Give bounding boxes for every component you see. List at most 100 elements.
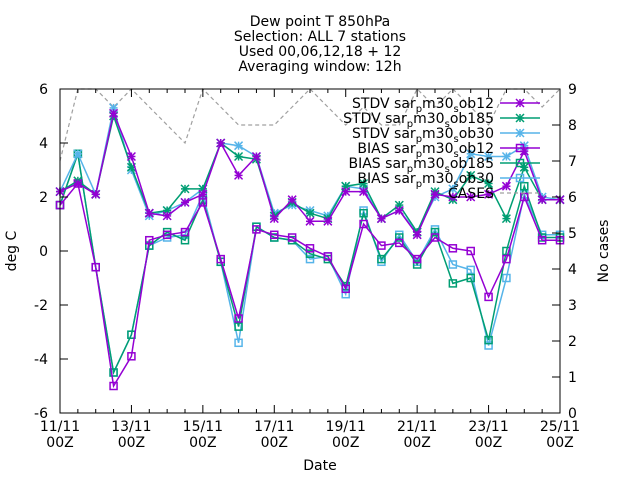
data-point [412,260,422,269]
title-line: Averaging window: 12h [238,59,401,75]
data-point [198,189,208,199]
y2-tick-label: 1 [568,370,577,386]
legend-label-part: BIAS sar [357,171,416,187]
data-point [484,178,494,189]
legend-label-part: p [416,104,422,115]
legend-entry: BIAS sarpm30sob30 [357,171,540,190]
data-point [91,262,100,272]
legend-label-part: ob185 [450,156,494,172]
legend-label: BIAS sarpm30sob12 [357,141,494,160]
data-point [484,292,493,302]
legend-entry: STDV sarpm30sob12 [352,96,540,115]
data-point [180,227,190,237]
data-point [395,238,404,248]
legend-label-part: p [416,134,422,145]
legend-entry: STDV sarpm30sob30 [352,126,540,145]
data-point [162,230,172,240]
y-tick-label: 6 [39,82,48,98]
data-point [502,254,511,264]
data-point [252,225,261,234]
data-point [109,368,118,377]
data-point [162,211,172,221]
data-point [91,189,101,199]
x-tick-label-date: 11/11 [40,419,80,435]
data-point [323,252,333,261]
legend-marker [515,143,525,153]
data-point [484,335,493,345]
data-point [126,151,136,162]
data-point [216,138,226,148]
legend-label-part: BIAS sar [357,141,416,157]
data-point [251,151,261,162]
data-point [359,187,369,197]
data-point [412,230,422,240]
data-point [287,195,297,205]
legend-entry: BIAS sarpm30sob185 [349,156,540,175]
data-point [466,170,476,180]
data-point [519,162,529,172]
legend-label: CASES [448,186,494,202]
data-point [323,216,333,226]
legend-label-part: p [416,179,422,190]
title-line: Used 00,06,12,18 + 12 [239,44,402,60]
series-3 [55,179,565,391]
x-tick-label-hour: 00Z [46,435,73,451]
data-point [448,260,458,269]
data-point [448,279,458,288]
legend-label-part: s [454,104,459,115]
series-line [59,181,560,389]
legend-entry: BIAS sarpm30sob12 [357,141,540,160]
legend-label-part: STDV sar [352,96,416,112]
data-point [359,219,368,229]
x-tick-label-hour: 00Z [403,435,430,451]
legend-label-part: m30 [413,156,444,172]
data-point [394,205,404,216]
y-tick-label: -6 [34,406,48,422]
title-line: Dew point T 850hPa [250,14,390,30]
legend-label-part: m30 [422,126,453,142]
legend-marker [515,158,525,168]
y-tick-label: 0 [39,244,48,260]
data-point [395,233,404,242]
data-point [537,195,547,205]
data-point [359,208,368,218]
data-point [484,189,494,199]
data-point [501,181,511,191]
data-point [216,254,225,264]
data-point [466,192,476,202]
data-point [430,227,440,237]
legend-label-part: BIAS sar [349,156,408,172]
data-point [466,265,475,275]
data-point [466,149,476,159]
y-tick-label: -4 [34,352,48,368]
data-point [305,208,315,218]
data-point [501,151,511,162]
data-point [234,322,243,331]
data-point [180,197,190,207]
legend-label-part: s [454,179,459,190]
y2-tick-label: 6 [568,190,577,206]
data-point [484,341,493,350]
data-point [287,233,297,242]
y2-tick-label: 4 [568,262,577,278]
x-tick-label-date: 25/11 [540,419,580,435]
legend-marker [515,128,525,138]
legend-label-part: s [454,134,459,145]
y2-tick-label: 2 [568,334,577,350]
legend-label-part: p [407,164,413,175]
data-point [305,249,315,258]
legend-label-part: STDV sar [352,126,416,142]
data-point [359,178,369,189]
y2-tick-label: 0 [568,406,577,422]
legend-label-part: m30 [422,96,453,112]
data-point [305,254,315,264]
data-point [73,149,83,159]
x-tick-label-hour: 00Z [189,435,216,451]
legend-marker [515,98,525,108]
x-tick-label-date: 13/11 [111,419,151,435]
data-point [466,273,475,283]
data-point [412,254,422,264]
legend-label-part: ob30 [459,171,494,187]
legend-label-part: ob12 [459,96,494,112]
x-tick-label-hour: 00Z [261,435,288,451]
